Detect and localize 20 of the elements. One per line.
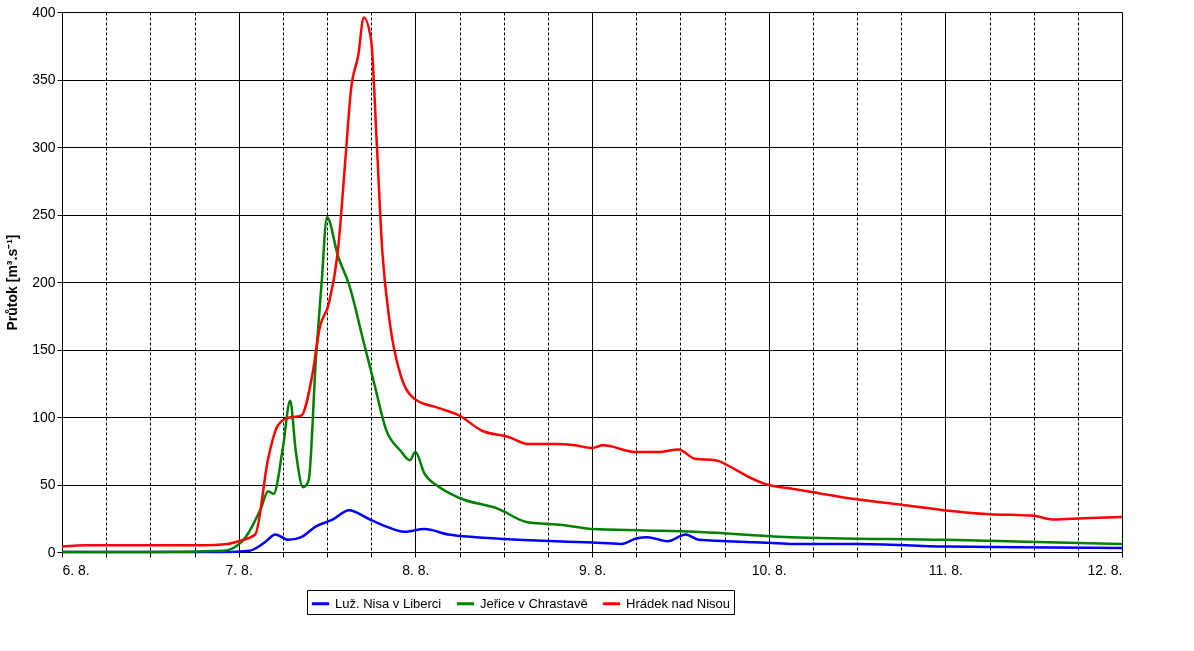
legend-label: Hrádek nad Nisou	[626, 595, 731, 611]
x-tick-label: 12. 8.	[1087, 561, 1123, 578]
legend-label: Jeřice v Chrastavě	[480, 595, 588, 611]
x-tick-label: 9. 8.	[578, 561, 607, 578]
y-tick-label: 50	[39, 476, 56, 492]
y-tick-label: 300	[32, 138, 56, 155]
x-tick-label: 8. 8.	[402, 561, 430, 578]
y-tick-label: 400	[32, 3, 56, 20]
y-axis-title: Průtok [m³.s⁻¹]	[4, 234, 21, 331]
y-tick-label: 0	[47, 543, 56, 560]
x-tick-label: 7. 8.	[225, 561, 253, 578]
y-tick-label: 150	[32, 341, 56, 357]
x-tick-label: 10. 8.	[751, 561, 787, 578]
y-tick-label: 200	[32, 273, 56, 290]
y-tick-label: 250	[32, 206, 56, 222]
legend-label: Luž. Nisa v Liberci	[335, 595, 442, 611]
x-tick-label: 11. 8.	[928, 561, 963, 578]
y-tick-label: 100	[32, 408, 56, 425]
x-tick-label: 6. 8.	[62, 561, 90, 578]
y-tick-label: 350	[32, 71, 56, 87]
